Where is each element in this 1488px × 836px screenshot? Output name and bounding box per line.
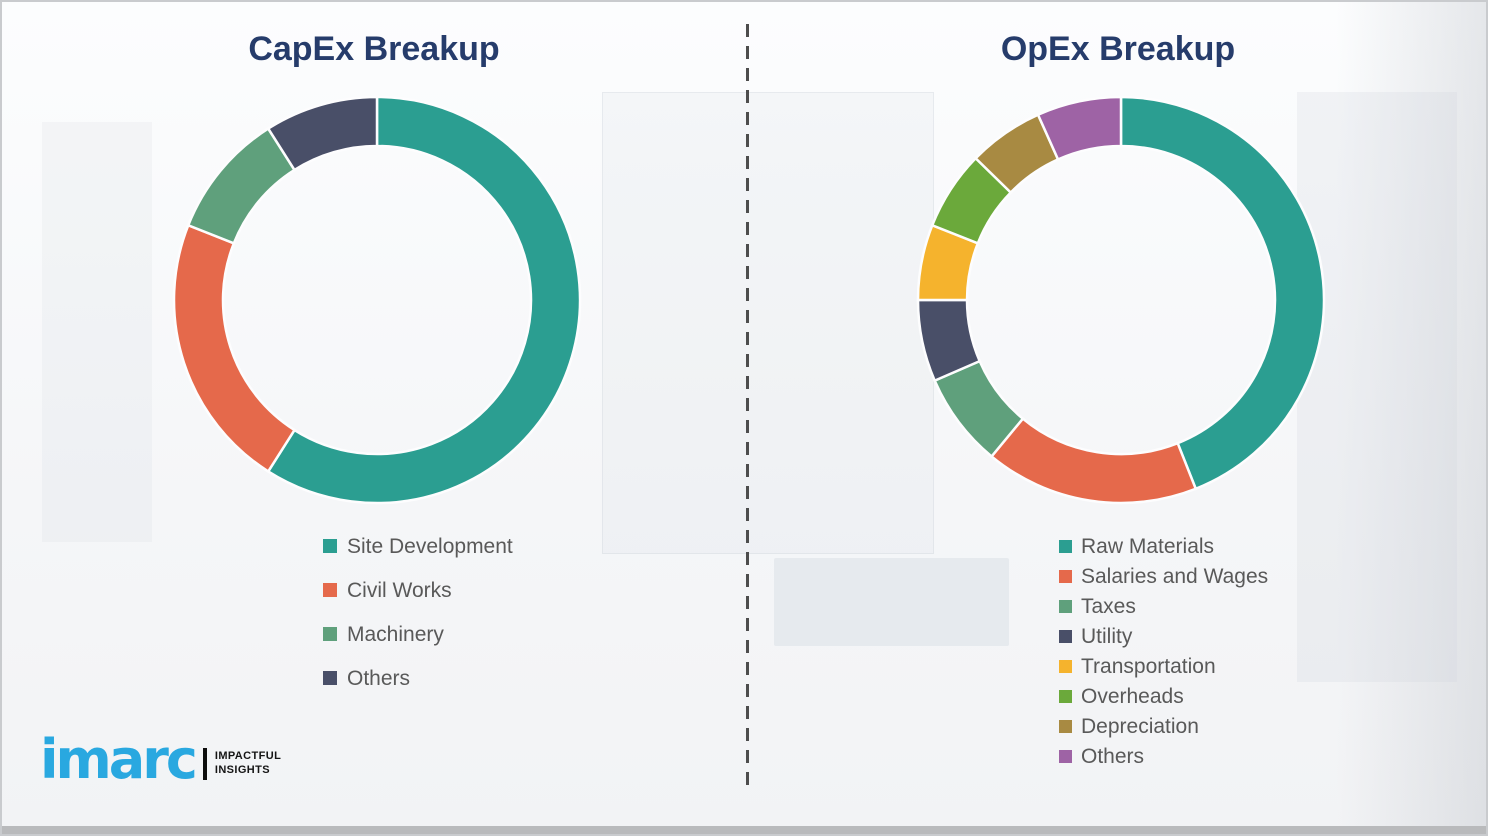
legend-swatch-others (323, 671, 337, 685)
bottom-edge-bar (2, 826, 1486, 834)
capex-donut-chart (172, 95, 582, 505)
legend-label: Transportation (1081, 654, 1216, 678)
opex-breakup-segment-salaries-and-wages (989, 416, 1198, 505)
legend-item-civil-works: Civil Works (323, 568, 513, 612)
opex-donut-chart (916, 95, 1326, 505)
legend-label: Others (347, 666, 411, 690)
opex-chart-title: OpEx Breakup (1000, 30, 1236, 68)
legend-swatch-site-development (323, 539, 337, 553)
legend-swatch-transportation (1059, 659, 1072, 673)
capex-chart-title: CapEx Breakup (248, 30, 500, 68)
imarc-logo-text: imarc (40, 728, 198, 791)
legend-item-depreciation: Depreciation (1059, 711, 1268, 741)
legend-item-transportation: Transportation (1059, 651, 1268, 681)
dashed-divider-line (746, 24, 749, 794)
legend-label: Utility (1081, 624, 1133, 648)
opex-legend: Raw Materials Salaries and Wages Taxes Util… (1019, 531, 1268, 771)
legend-swatch-depreciation (1059, 719, 1072, 733)
capex-breakup-segment-others (266, 95, 379, 172)
legend-label: Salaries and Wages (1081, 564, 1269, 588)
capex-breakup-segment-civil-works (172, 223, 297, 474)
opex-breakup-segment-others (1036, 95, 1123, 162)
legend-item-raw-materials: Raw Materials (1059, 531, 1268, 561)
capex-panel: CapEx Breakup Site Development Civil Work… (2, 2, 746, 834)
legend-item-overheads: Overheads (1059, 681, 1268, 711)
logo-tagline-line1: IMPACTFUL (214, 750, 282, 763)
legend-label: Others (1081, 744, 1145, 768)
opex-panel: OpEx Breakup Raw Materials Salaries and W… (746, 2, 1486, 834)
legend-item-site-development: Site Development (323, 524, 513, 568)
legend-swatch-raw-materials (1059, 539, 1072, 553)
logo-divider-bar (202, 748, 207, 780)
logo-tagline: IMPACTFUL INSIGHTS (215, 750, 281, 778)
logo-tagline-line2: INSIGHTS (214, 764, 271, 776)
imarc-logo: imarc IMPACTFUL INSIGHTS (40, 733, 281, 787)
legend-item-others: Others (323, 656, 513, 700)
legend-swatch-utility (1059, 629, 1072, 643)
capex-breakup-segment-site-development (266, 95, 582, 505)
legend-label: Raw Materials (1081, 534, 1215, 558)
opex-breakup-segment-raw-materials (1119, 95, 1326, 491)
legend-label: Taxes (1081, 594, 1136, 618)
legend-swatch-civil-works (323, 583, 337, 597)
capex-legend: Site Development Civil Works Machinery Othe… (283, 524, 513, 700)
legend-item-others: Others (1059, 741, 1268, 771)
legend-item-salaries-and-wages: Salaries and Wages (1059, 561, 1268, 591)
legend-label: Overheads (1081, 684, 1184, 708)
legend-label: Depreciation (1081, 714, 1199, 738)
legend-swatch-machinery (323, 627, 337, 641)
legend-label: Site Development (347, 534, 513, 558)
legend-label: Machinery (347, 622, 444, 646)
legend-item-utility: Utility (1059, 621, 1268, 651)
legend-swatch-salaries-and-wages (1059, 569, 1072, 583)
legend-item-machinery: Machinery (323, 612, 513, 656)
legend-swatch-overheads (1059, 689, 1072, 703)
legend-item-taxes: Taxes (1059, 591, 1268, 621)
legend-swatch-taxes (1059, 599, 1072, 613)
legend-label: Civil Works (347, 578, 452, 602)
legend-swatch-others (1059, 749, 1072, 763)
